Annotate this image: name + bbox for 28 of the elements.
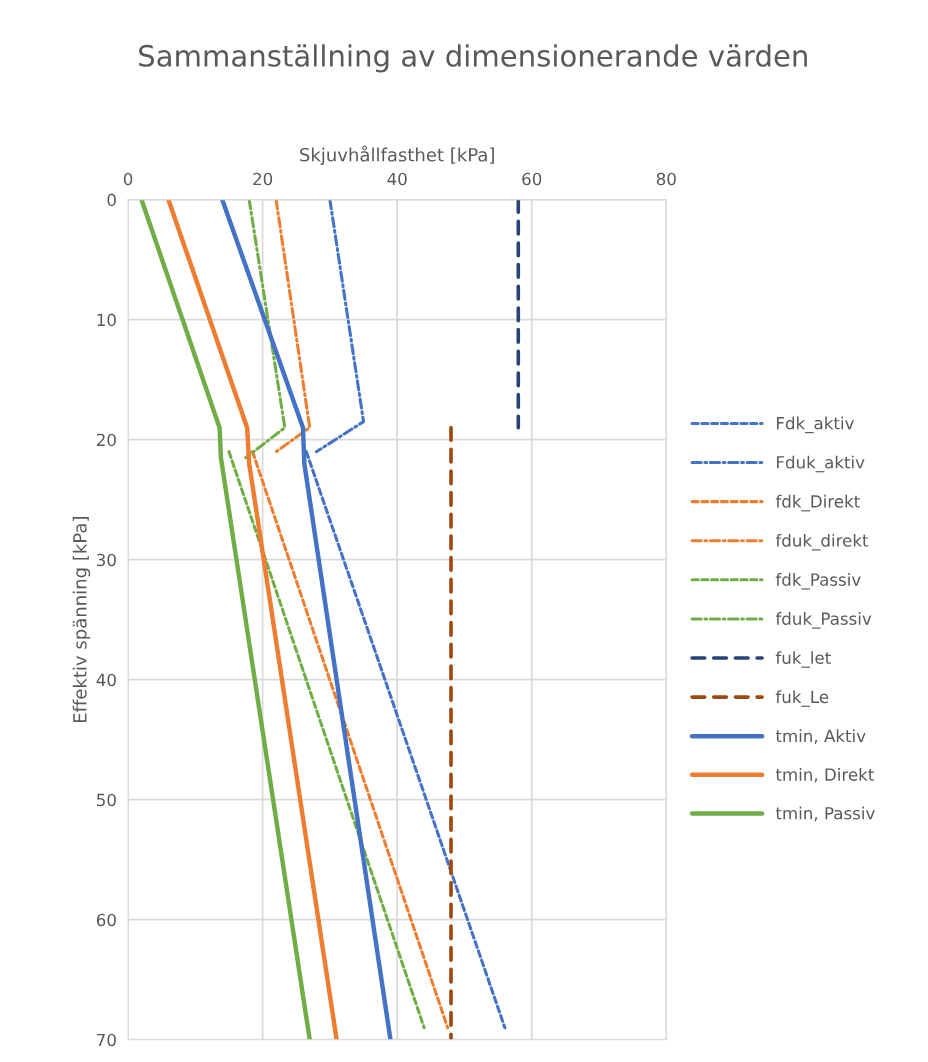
y-tick-label: 10: [97, 313, 116, 327]
y-tick-label: 30: [97, 553, 116, 567]
legend-label: fuk_let: [775, 651, 831, 668]
y-tick-label: 70: [97, 1033, 116, 1047]
legend-label: fduk_Passiv: [775, 612, 872, 629]
y-tick-label: 40: [96, 673, 116, 687]
legend-label: tmin, Direkt: [775, 767, 874, 783]
legend-label: tmin, Aktiv: [775, 729, 866, 744]
x-tick-label: 80: [656, 172, 676, 186]
y-tick-label: 60: [96, 913, 116, 927]
y-tick-label: 50: [97, 793, 116, 807]
legend-label: Fdk_aktiv: [777, 416, 854, 434]
legend-label: fdk_Passiv: [775, 572, 861, 590]
chart-title: Sammanställning av dimensionerande värden: [139, 44, 807, 73]
legend-label: fuk_Le: [775, 690, 829, 707]
y-axis-title: Effektiv spänning [kPa]: [72, 517, 91, 723]
legend-label: fduk_direkt: [775, 533, 869, 551]
legend-label: tmin, Passiv: [775, 806, 875, 822]
y-tick-label: 0: [107, 193, 116, 207]
y-tick-label: 20: [96, 433, 116, 447]
x-tick-label: 20: [253, 172, 273, 186]
x-axis-title: Skjuvhållfasthet [kPa]: [300, 145, 494, 166]
x-tick-label: 60: [522, 172, 542, 186]
legend-label: fdk_Direkt: [775, 494, 860, 512]
line-series: [139, 199, 312, 1040]
legend-label: Fduk_aktiv: [777, 455, 865, 473]
x-tick-label: 40: [387, 172, 407, 186]
x-tick-label: 0: [123, 172, 133, 186]
